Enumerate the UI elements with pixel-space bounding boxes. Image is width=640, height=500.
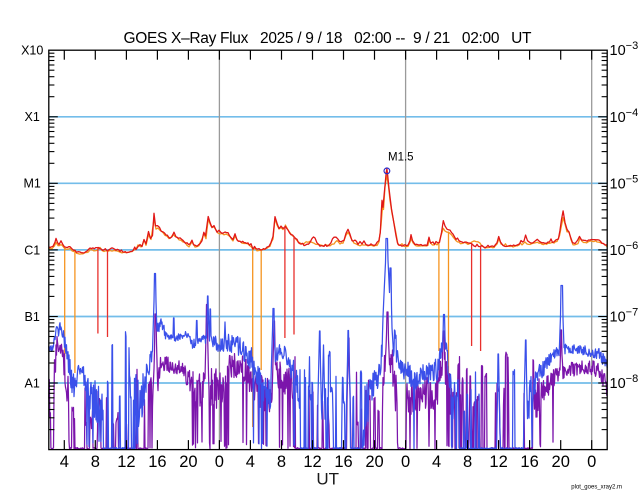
svg-text:0: 0 [401, 453, 410, 471]
svg-text:20: 20 [552, 453, 570, 471]
svg-text:4: 4 [60, 453, 69, 471]
svg-text:4: 4 [432, 453, 441, 471]
svg-text:0: 0 [587, 453, 596, 471]
svg-text:16: 16 [520, 453, 538, 471]
svg-text:X1: X1 [25, 110, 40, 124]
svg-text:8: 8 [277, 453, 286, 471]
svg-text:20: 20 [365, 453, 383, 471]
svg-text:M1: M1 [24, 177, 41, 191]
svg-text:20: 20 [179, 453, 197, 471]
svg-text:UT: UT [316, 470, 339, 489]
svg-text:16: 16 [148, 453, 166, 471]
svg-text:0: 0 [215, 453, 224, 471]
svg-text:X10: X10 [21, 44, 43, 58]
svg-text:M1.5: M1.5 [388, 152, 414, 164]
svg-text:12: 12 [117, 453, 135, 471]
svg-text:8: 8 [463, 453, 472, 471]
svg-text:12: 12 [303, 453, 321, 471]
svg-text:C1: C1 [24, 243, 40, 257]
svg-text:GOES X–Ray Flux 2025 / 9 / 1: GOES X–Ray Flux 2025 / 9 / 18 02:00 -- 9… [124, 30, 533, 47]
svg-text:8: 8 [91, 453, 100, 471]
svg-text:plot_goes_xray2.m: plot_goes_xray2.m [571, 485, 622, 491]
svg-text:4: 4 [246, 453, 255, 471]
svg-text:16: 16 [334, 453, 352, 471]
svg-text:A1: A1 [25, 376, 40, 390]
svg-text:B1: B1 [25, 310, 40, 324]
svg-text:12: 12 [489, 453, 507, 471]
